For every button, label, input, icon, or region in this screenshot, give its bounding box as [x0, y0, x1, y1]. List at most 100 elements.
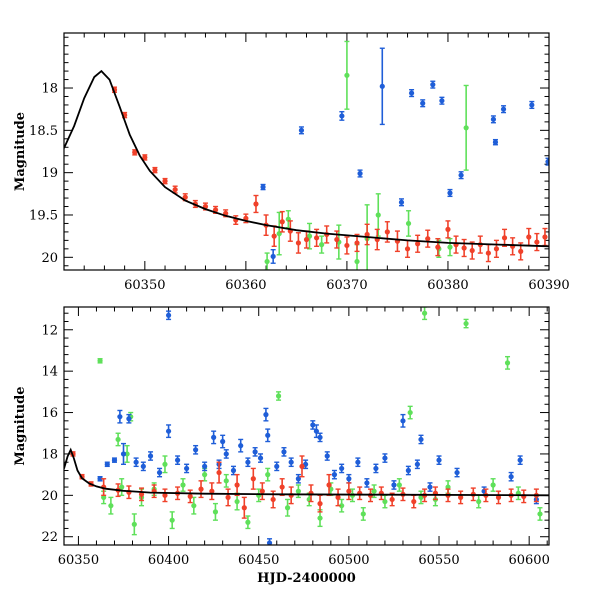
red-data-point [152, 167, 158, 173]
red-data-point [404, 246, 411, 252]
red-data-point [314, 235, 320, 241]
red-data-point [326, 482, 332, 488]
red-data-point [225, 494, 231, 500]
blue-data-point [492, 139, 499, 145]
y-tick-label: 18 [41, 447, 58, 462]
red-data-point [303, 236, 310, 243]
blue-data-point [339, 113, 345, 119]
green-data-point [360, 511, 366, 517]
blue-data-point [265, 432, 271, 438]
y-tick-label: 22 [41, 530, 58, 545]
blue-data-point [156, 469, 163, 476]
blue-data-point [373, 465, 379, 472]
blue-data-point [398, 199, 405, 205]
blue-data-point [298, 127, 305, 133]
blue-data-point [414, 461, 420, 467]
red-data-point [344, 242, 350, 249]
red-data-point [295, 240, 302, 246]
blue-data-point [238, 443, 244, 449]
blue-data-point [184, 465, 190, 472]
green-data-point [101, 494, 107, 500]
green-data-point [275, 393, 282, 399]
red-data-point [234, 482, 240, 488]
red-data-point [216, 469, 222, 476]
blue-data-point [500, 106, 507, 112]
green-data-point [108, 503, 114, 509]
red-data-point [162, 492, 168, 498]
blue-data-point [490, 116, 497, 122]
blue-data-point [126, 416, 132, 422]
red-data-point [411, 498, 417, 505]
red-data-point [458, 494, 464, 500]
red-data-point [250, 476, 256, 482]
red-data-point [142, 154, 148, 161]
blue-data-point [346, 476, 352, 482]
red-data-point [415, 241, 421, 247]
blue-data-point [379, 83, 385, 89]
plot-area [64, 40, 549, 270]
blue-data-point [317, 434, 323, 440]
red-data-point [279, 219, 285, 225]
red-data-point [172, 186, 178, 193]
x-tick-label: 60450 [238, 553, 279, 568]
blue-data-point [364, 480, 370, 486]
red-data-point [389, 496, 395, 503]
blue-data-point [355, 459, 361, 465]
green-data-point [447, 244, 453, 250]
green-data-point [245, 519, 251, 525]
blue-data-point [230, 467, 237, 474]
green-data-point [124, 451, 130, 457]
blue-data-point [508, 474, 514, 480]
green-data-point [162, 461, 168, 467]
green-data-point [115, 436, 121, 443]
green-data-point [265, 472, 271, 478]
blue-data-point [458, 172, 464, 178]
x-tick-label: 60350 [58, 553, 99, 568]
green-data-point [476, 498, 482, 505]
blue-data-point [420, 100, 426, 106]
blue-data-point [263, 412, 269, 418]
blue-data-point [220, 438, 226, 445]
blue-data-point [382, 455, 388, 461]
green-data-point [375, 212, 381, 218]
red-data-point [518, 248, 524, 254]
blue-data-point [408, 90, 415, 96]
red-data-point [346, 488, 352, 494]
blue-data-point [313, 428, 320, 434]
green-data-point [317, 515, 323, 521]
green-data-point [212, 509, 219, 515]
y-axis-label: Magnitude [13, 112, 28, 191]
green-data-point [319, 242, 325, 248]
red-data-point [534, 239, 540, 245]
red-data-point [182, 194, 188, 200]
red-data-point [501, 235, 508, 241]
blue-data-point [405, 467, 411, 474]
red-data-point [384, 229, 390, 235]
red-data-point [335, 494, 341, 500]
blue-data-point [245, 459, 251, 465]
model-curve [64, 447, 549, 497]
green-data-point [169, 517, 175, 523]
y-tick-label: 14 [41, 365, 58, 380]
red-data-point [138, 491, 145, 497]
blue-data-point [391, 482, 397, 488]
model-curve [64, 69, 549, 248]
green-data-point [234, 498, 240, 505]
x-tick-label: 60370 [326, 278, 367, 293]
green-data-point [354, 258, 360, 265]
blue-data-point [211, 434, 217, 440]
green-data-point [97, 358, 103, 364]
green-data-point [191, 503, 197, 509]
red-data-point [132, 149, 138, 155]
x-tick-label: 60400 [148, 553, 189, 568]
blue-data-point [339, 465, 345, 472]
blue-data-point [140, 463, 146, 469]
green-data-point [119, 484, 125, 490]
plot-area [64, 307, 549, 545]
y-tick-label: 12 [41, 323, 58, 338]
blue-data-point [174, 457, 181, 463]
blue-data-point [117, 414, 123, 420]
blue-data-point [529, 102, 535, 108]
